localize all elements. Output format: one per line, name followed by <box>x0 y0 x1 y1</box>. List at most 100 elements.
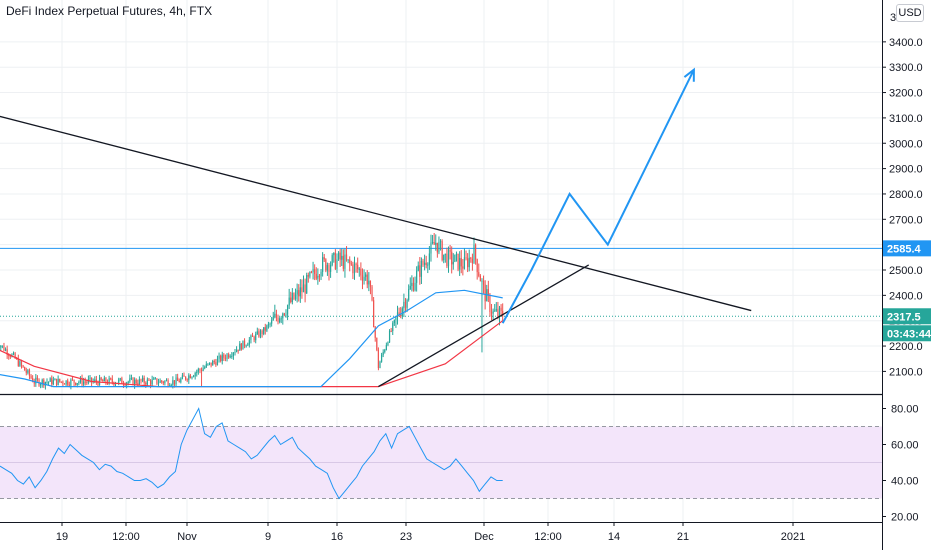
candle <box>216 355 219 366</box>
candle <box>24 366 26 371</box>
candle-body <box>339 252 341 260</box>
candle-body <box>210 362 212 366</box>
candle-body <box>294 294 297 300</box>
candle <box>98 374 101 386</box>
candle <box>285 309 287 318</box>
candle <box>345 246 348 262</box>
candle <box>427 262 429 274</box>
candle-body <box>199 369 201 371</box>
candle-body <box>425 262 427 266</box>
horizontal-level[interactable] <box>0 247 882 317</box>
candle-body <box>291 292 293 303</box>
candle-body <box>185 376 187 380</box>
candle <box>408 284 410 302</box>
candle-body <box>70 379 72 386</box>
candle-body <box>349 259 351 264</box>
candle <box>33 378 35 387</box>
candle-body <box>41 379 43 384</box>
candle-body <box>286 305 289 315</box>
currency-button[interactable]: USD <box>896 4 924 22</box>
candle-body <box>274 313 276 318</box>
candle-body <box>280 318 282 320</box>
candle-body <box>306 275 308 294</box>
candle <box>428 246 430 270</box>
candle-body <box>320 271 322 277</box>
trendlines[interactable] <box>0 67 752 388</box>
candle-body <box>495 309 497 311</box>
candle <box>202 364 204 372</box>
candle-body <box>191 376 193 379</box>
trendline[interactable] <box>378 264 590 388</box>
candle <box>242 340 244 350</box>
time-axis[interactable]: 19 12:00 Nov 9 16 23 Dec 12:00 14 21 2021 <box>56 522 805 543</box>
candle <box>395 315 397 328</box>
candle-body <box>468 257 470 268</box>
candle <box>411 275 413 292</box>
candle <box>25 367 27 376</box>
candle <box>192 374 195 378</box>
candle-body <box>446 253 448 267</box>
candle <box>275 309 278 322</box>
candle-body <box>307 275 309 277</box>
candle <box>425 255 427 269</box>
candle <box>140 378 142 384</box>
countdown-label: 03:43:44 <box>883 325 932 342</box>
candle <box>221 351 223 365</box>
candle <box>416 266 418 292</box>
candle <box>400 307 402 319</box>
candle-body <box>183 375 185 377</box>
candle-body <box>81 378 83 385</box>
trendline[interactable] <box>0 115 752 312</box>
candle-body <box>264 327 266 331</box>
candle <box>237 349 239 354</box>
price-axis-bg <box>883 0 932 550</box>
projection-path[interactable] <box>501 69 695 324</box>
candle <box>138 376 140 386</box>
candle-body <box>251 335 254 337</box>
candle-body <box>180 378 182 383</box>
candle <box>414 276 416 292</box>
candle-body <box>153 378 155 380</box>
candle <box>368 272 370 292</box>
candle <box>323 253 325 262</box>
candle <box>294 288 297 301</box>
candle <box>326 262 329 276</box>
candle-body <box>132 377 134 385</box>
candle-body <box>371 286 373 301</box>
candle <box>430 234 432 262</box>
candle <box>447 246 450 273</box>
candle-body <box>299 287 301 297</box>
candle <box>443 254 445 264</box>
candle-body <box>427 264 429 266</box>
candle-body <box>108 378 110 384</box>
candle <box>328 263 330 281</box>
candle-body <box>154 378 156 380</box>
candle-body <box>235 349 238 352</box>
candle-body <box>159 380 161 383</box>
candle-body <box>497 309 499 317</box>
candle <box>376 337 378 352</box>
candle-body <box>192 376 195 378</box>
time-tick-label: 9 <box>265 531 271 543</box>
candle-body <box>465 257 467 259</box>
candle-body <box>476 259 478 273</box>
candle-body <box>47 381 50 383</box>
candle-body <box>172 380 174 385</box>
candle-body <box>333 252 335 256</box>
candle <box>468 249 470 272</box>
price-tick-label: 3 <box>890 12 896 24</box>
candle-body <box>161 380 163 382</box>
candle-body <box>178 380 180 383</box>
candle <box>377 347 379 371</box>
candle <box>235 346 238 353</box>
candle <box>420 257 423 285</box>
candle-body <box>345 254 348 261</box>
candle-body <box>269 323 271 325</box>
candle <box>164 380 166 386</box>
candle-body <box>312 269 314 273</box>
candle-body <box>452 261 454 265</box>
candle <box>130 374 133 381</box>
candle-body <box>326 265 329 271</box>
candle-body <box>124 384 126 386</box>
